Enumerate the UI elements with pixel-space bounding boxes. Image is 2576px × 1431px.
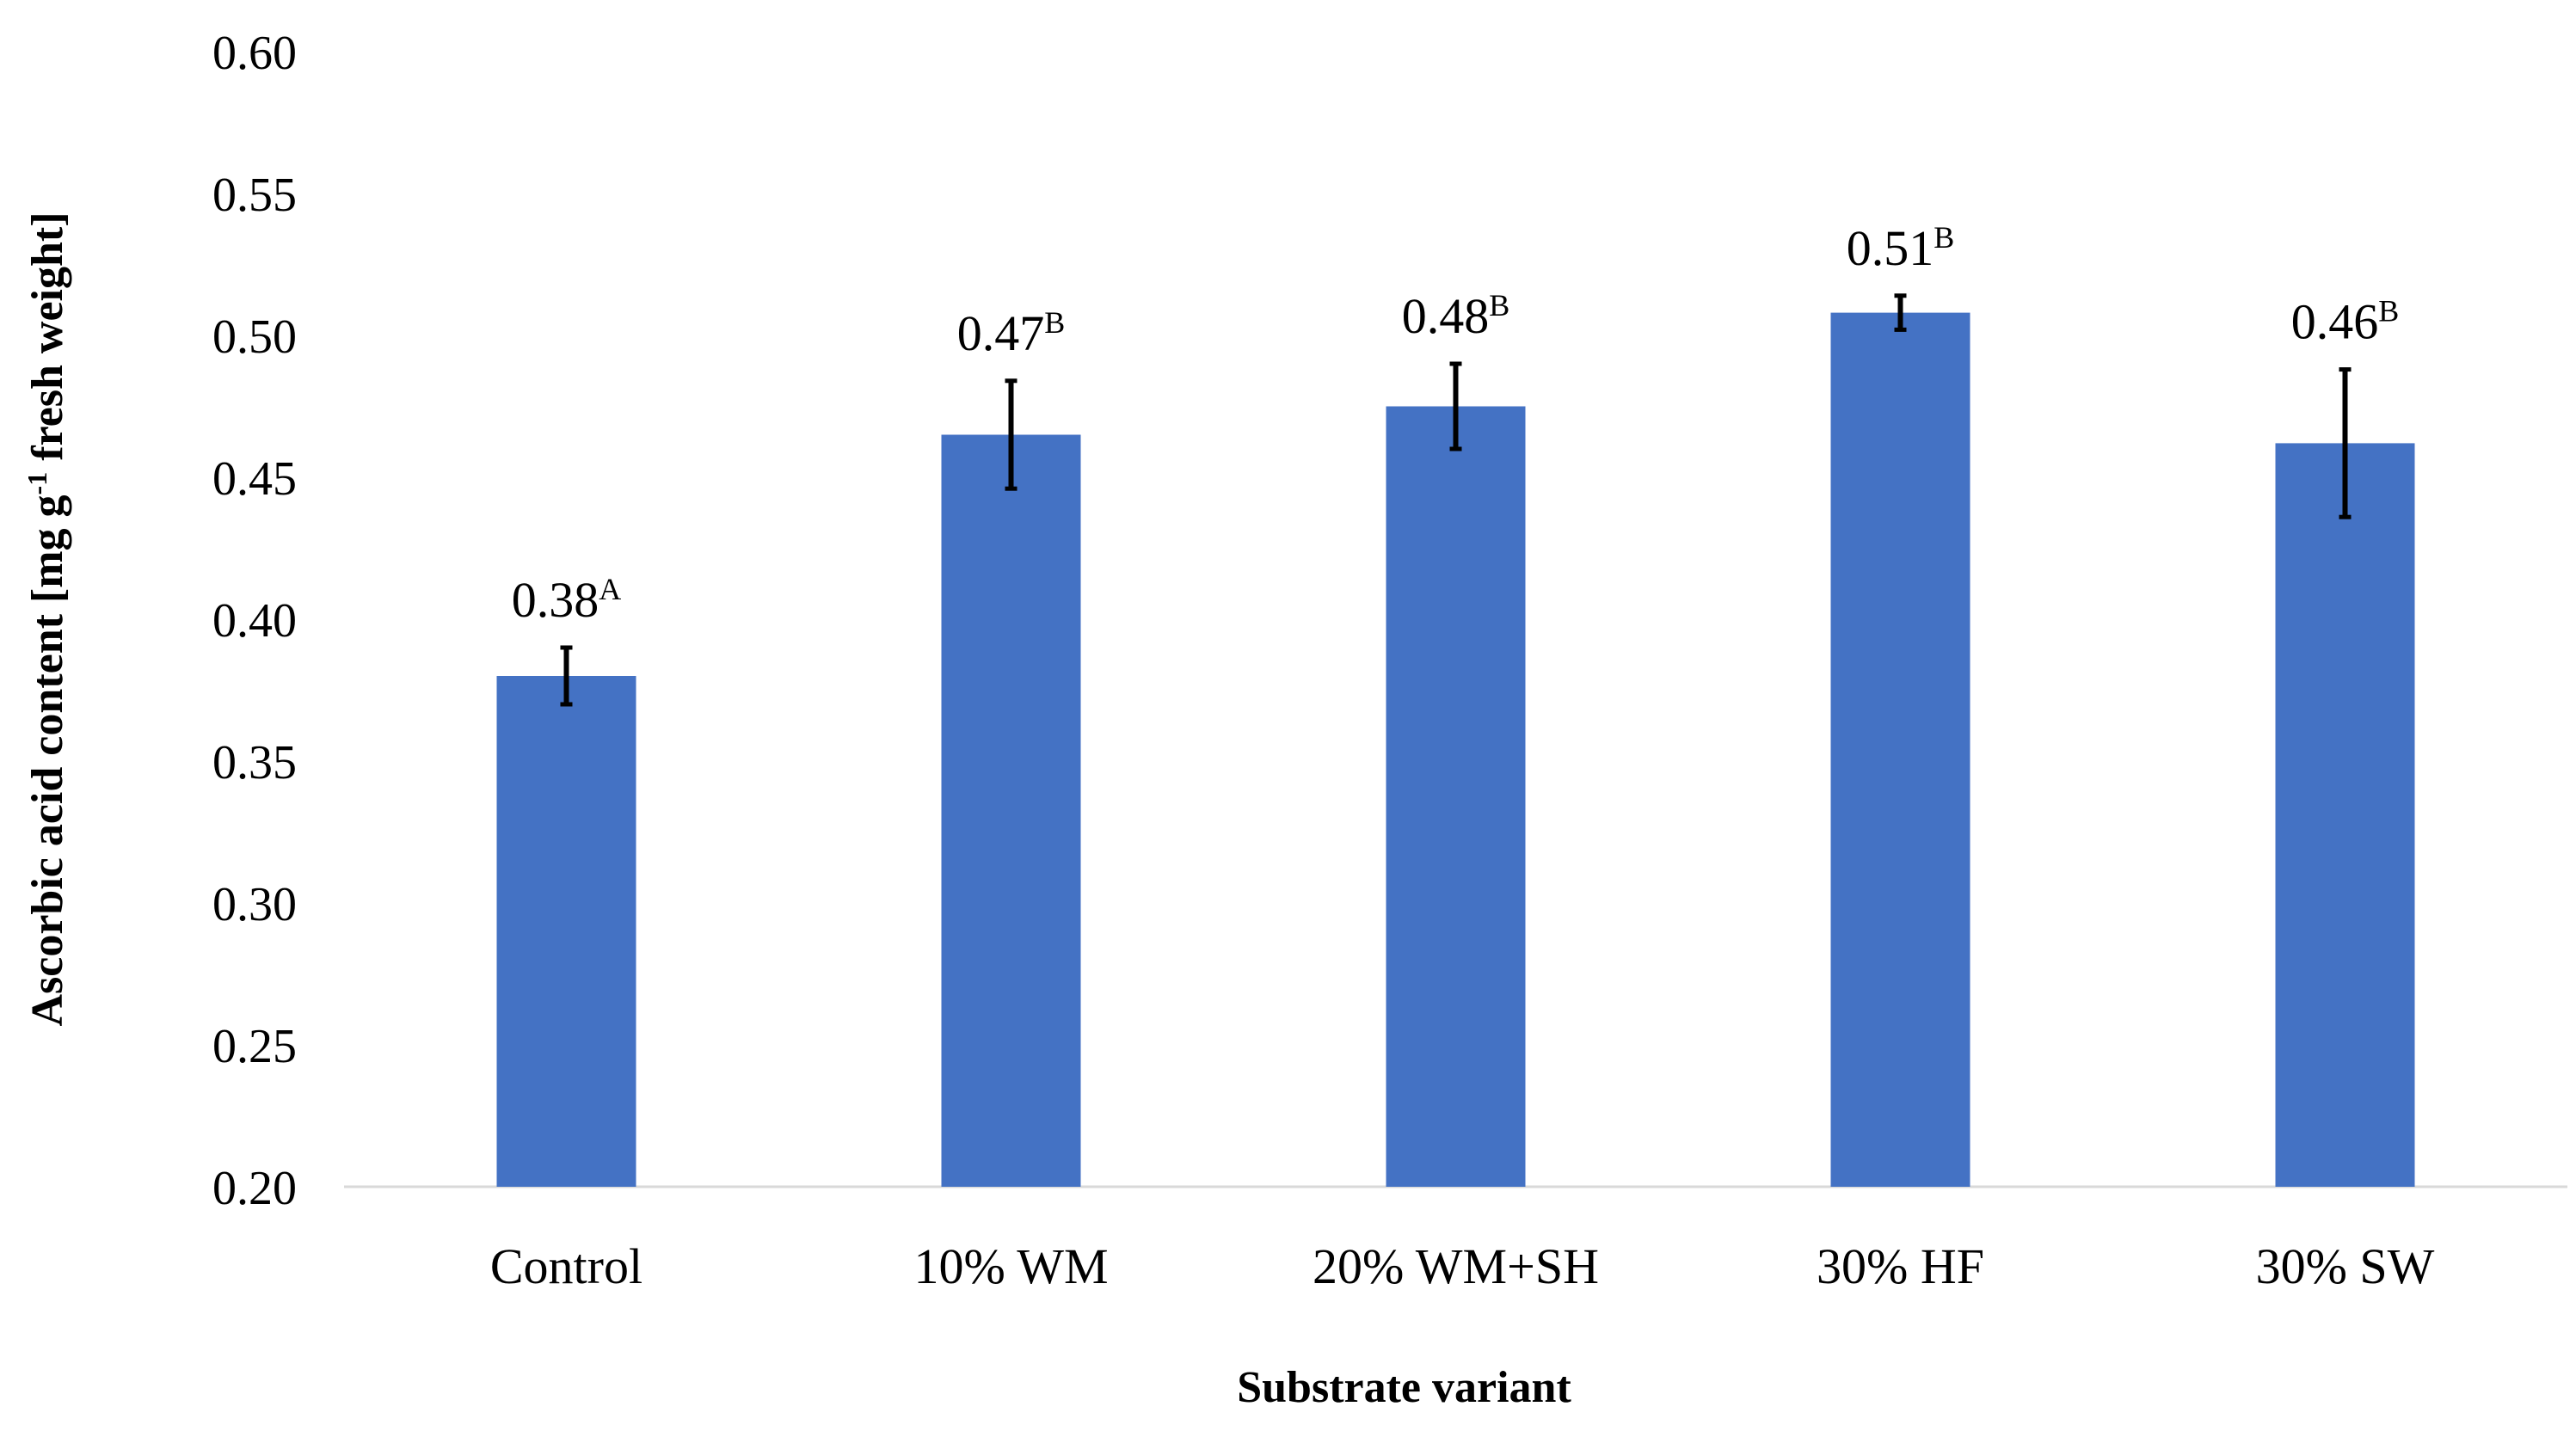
y-axis-title-sup: -1 [22,472,52,495]
data-label: 0.47B [957,305,1066,361]
y-tick-label: 0.60 [212,27,297,80]
y-axis-title: Ascorbic acid content [mg g-1 fresh weig… [22,212,72,1026]
error-bars-group [560,293,2352,707]
x-tick-label: 30% HF [1817,1238,1984,1294]
y-tick-label: 0.20 [212,1162,297,1215]
y-axis-title-prefix: Ascorbic acid content [mg g [23,494,72,1026]
error-bar [1449,361,1462,451]
data-label: 0.48B [1402,288,1510,344]
x-tick-label: Control [490,1238,642,1294]
bar [1386,406,1526,1187]
error-bar [560,645,573,707]
bar [941,434,1081,1187]
y-tick-label: 0.45 [212,452,297,506]
x-tick-label: 20% WM+SH [1313,1238,1599,1294]
y-tick-label: 0.35 [212,736,297,789]
y-axis-ticks: 0.20 0.25 0.30 0.35 0.40 0.45 0.50 0.55 0.60 [212,27,297,1215]
error-bar [1005,378,1017,491]
y-tick-label: 0.30 [212,878,297,931]
error-bar [2339,367,2352,519]
data-label: 0.38A [512,572,622,628]
x-axis-category-labels: Control 10% WM 20% WM+SH 30% HF 30% SW [490,1238,2435,1294]
bar [2275,443,2415,1187]
y-tick-label: 0.25 [212,1020,297,1073]
bars-group [496,312,2415,1188]
y-tick-label: 0.50 [212,310,297,364]
x-axis-title: Substrate variant [1237,1363,1571,1412]
x-tick-label: 10% WM [913,1238,1108,1294]
data-labels-group: 0.38A 0.47B 0.48B 0.51B 0.46B [512,220,2400,628]
y-tick-label: 0.40 [212,594,297,648]
bar [496,676,636,1187]
x-tick-label: 30% SW [2256,1238,2435,1294]
bar [1830,312,1970,1188]
data-label: 0.51B [1847,220,1955,276]
y-tick-label: 0.55 [212,169,297,222]
y-axis-title-suffix: fresh weight] [23,212,72,471]
error-bar [1894,293,1907,332]
data-label: 0.46B [2291,294,2400,350]
